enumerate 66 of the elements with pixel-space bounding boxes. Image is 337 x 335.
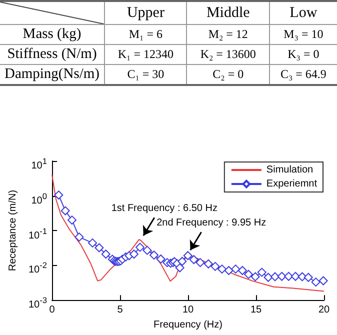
annotation: 2nd Frequency : 9.95 Hz [156, 218, 266, 229]
point [298, 272, 307, 282]
point [74, 232, 84, 242]
x-tick-label: 5 [117, 304, 124, 316]
annotation: 1st Frequency : 6.50 Hz [111, 203, 218, 214]
point [244, 270, 254, 279]
point [264, 272, 273, 282]
point [175, 263, 184, 272]
y-tick-label: 10$^{-1}$ [28, 224, 47, 243]
point [318, 276, 328, 286]
point [150, 250, 158, 260]
category-label: Damping(Ns/m) [4, 66, 100, 82]
y-tick-label: 10$^{1}$ [31, 155, 47, 174]
point [183, 251, 192, 260]
y-tick-label: 10$^{0}$ [31, 190, 47, 208]
point [135, 242, 144, 252]
text: K₁ = 12340 [118, 47, 174, 61]
x-tick-label: 15 [250, 304, 262, 316]
text: C₂ = 0 [212, 67, 244, 81]
point [218, 264, 226, 274]
point [196, 258, 205, 268]
text: M₂ = 12 [208, 27, 248, 41]
point [224, 266, 234, 275]
point [94, 243, 104, 252]
point [277, 272, 286, 281]
point [101, 250, 110, 259]
text: M₁ = 6 [128, 27, 163, 41]
legend-label: Simulation [266, 164, 314, 176]
y-axis-title: Receptance (m/N) [8, 190, 18, 272]
text: C₁ = 30 [127, 67, 164, 81]
point [156, 254, 166, 264]
x-axis-title: Frequency (Hz) [154, 320, 222, 330]
point [290, 272, 300, 281]
text: K₃ = 0 [288, 47, 320, 61]
x-tick-label: 20 [318, 304, 330, 316]
line-series [52, 174, 324, 292]
legend-label: Experiemnt [266, 178, 318, 190]
text: C₃ = 64.9 [280, 67, 326, 81]
point [142, 246, 152, 255]
point [238, 266, 247, 275]
text: K₂ = 13600 [200, 47, 256, 61]
point [60, 206, 70, 216]
y-tick-label: 10$^{-2}$ [28, 259, 47, 278]
point [250, 272, 260, 282]
point [270, 272, 280, 282]
point [304, 272, 313, 282]
point [257, 268, 266, 277]
point [210, 262, 220, 271]
text: M₃ = 10 [284, 27, 324, 41]
point [67, 216, 76, 225]
x-tick-label: 0 [49, 304, 56, 316]
point [88, 238, 98, 248]
point [204, 259, 213, 268]
category-label: Low [269, 1, 337, 24]
point [311, 278, 320, 287]
point [189, 255, 198, 264]
point [231, 264, 240, 274]
category-label: Upper [104, 1, 187, 24]
category-label: Mass (kg) [22, 26, 82, 42]
point [178, 256, 187, 266]
point [54, 190, 64, 200]
point [130, 250, 139, 259]
category-label: Middle [186, 1, 270, 24]
y-tick-label: 10$^{-3}$ [28, 294, 47, 312]
category-label: Stiffness (N/m) [7, 46, 97, 62]
x-tick-label: 10 [182, 304, 194, 316]
